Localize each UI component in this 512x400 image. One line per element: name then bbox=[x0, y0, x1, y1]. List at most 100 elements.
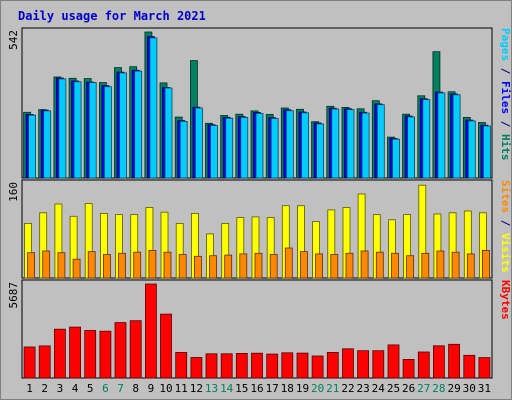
x-tick-label: 15 bbox=[235, 382, 248, 395]
bar-sites-day-2 bbox=[42, 250, 51, 279]
bar-sites-day-6 bbox=[103, 254, 111, 279]
legend-part: / bbox=[499, 61, 512, 81]
legend-part: / bbox=[499, 213, 512, 233]
bar-kbytes-day-5 bbox=[84, 330, 97, 379]
bar-sites-day-23 bbox=[360, 250, 369, 279]
chart-title: Daily usage for March 2021 bbox=[18, 9, 206, 23]
x-tick-label: 31 bbox=[478, 382, 491, 395]
bar-pages-day-9 bbox=[149, 37, 158, 179]
x-tick-label: 6 bbox=[102, 382, 109, 395]
bar-sites-day-11 bbox=[178, 254, 187, 279]
bar-sites-day-20 bbox=[315, 253, 324, 279]
bar-sites-day-18 bbox=[284, 247, 293, 279]
bar-sites-day-15 bbox=[239, 253, 248, 279]
x-tick-label: 19 bbox=[296, 382, 309, 395]
bar-pages-day-21 bbox=[331, 108, 340, 179]
bar-pages-day-29 bbox=[452, 94, 461, 179]
series-kbytes bbox=[23, 283, 491, 379]
bar-kbytes-day-17 bbox=[266, 353, 279, 379]
x-tick-label: 17 bbox=[266, 382, 279, 395]
bar-kbytes-day-25 bbox=[387, 344, 400, 379]
bar-kbytes-day-30 bbox=[463, 354, 476, 379]
bar-kbytes-day-7 bbox=[114, 322, 127, 379]
x-tick-label: 7 bbox=[117, 382, 124, 395]
bar-kbytes-day-18 bbox=[281, 352, 294, 379]
bar-sites-day-9 bbox=[148, 249, 157, 279]
bar-kbytes-day-31 bbox=[478, 357, 491, 379]
bar-sites-day-28 bbox=[436, 250, 445, 279]
bar-kbytes-day-22 bbox=[342, 348, 354, 379]
legend-part: / bbox=[499, 114, 512, 134]
bar-pages-day-23 bbox=[361, 112, 370, 179]
bar-sites-day-25 bbox=[391, 252, 399, 279]
bar-sites-day-29 bbox=[451, 251, 460, 279]
bar-kbytes-day-28 bbox=[432, 345, 445, 379]
x-tick-label: 22 bbox=[341, 382, 354, 395]
y-max-label: 542 bbox=[7, 30, 20, 50]
bar-pages-day-10 bbox=[164, 87, 173, 179]
bar-pages-day-4 bbox=[73, 81, 82, 179]
x-tick-label: 9 bbox=[148, 382, 155, 395]
bar-pages-day-24 bbox=[376, 104, 385, 179]
bar-kbytes-day-19 bbox=[296, 352, 309, 379]
bar-pages-day-1 bbox=[28, 114, 37, 179]
bar-sites-day-19 bbox=[300, 251, 308, 279]
bar-pages-day-16 bbox=[255, 113, 264, 179]
x-tick-label: 11 bbox=[175, 382, 188, 395]
bar-sites-day-26 bbox=[406, 255, 415, 279]
bar-sites-day-31 bbox=[481, 249, 490, 279]
bar-pages-day-11 bbox=[179, 121, 188, 179]
legend-part: Visits bbox=[499, 233, 512, 273]
y-max-label: 160 bbox=[7, 182, 20, 202]
x-axis-day-labels: 1 2 3 4 5 6 7 8 9 10 11 12 13 14 15 16 17 18 19 20 21 22 23 24 2… bbox=[26, 382, 491, 395]
bar-kbytes-day-9 bbox=[144, 283, 157, 379]
x-tick-label: 26 bbox=[402, 382, 415, 395]
chart-panels: 542 Pages / Files / Hits 160 Sites / Visits… bbox=[7, 27, 512, 379]
x-tick-label: 28 bbox=[432, 382, 445, 395]
panel-kbytes: 5687 KBytes bbox=[7, 279, 512, 379]
bar-pages-day-13 bbox=[210, 125, 218, 179]
x-tick-label: 18 bbox=[281, 382, 294, 395]
bar-pages-day-5 bbox=[88, 82, 97, 179]
x-tick-label: 1 bbox=[26, 382, 33, 395]
bar-pages-day-30 bbox=[467, 120, 476, 179]
bar-sites-day-24 bbox=[375, 251, 384, 279]
y-legend-label: KBytes bbox=[499, 280, 512, 320]
bar-pages-day-25 bbox=[392, 138, 400, 179]
bar-sites-day-7 bbox=[118, 252, 126, 279]
bar-kbytes-day-15 bbox=[235, 352, 248, 379]
bar-kbytes-day-23 bbox=[357, 350, 370, 379]
bar-pages-day-7 bbox=[119, 72, 127, 179]
x-tick-label: 30 bbox=[463, 382, 476, 395]
bar-kbytes-day-16 bbox=[251, 352, 263, 379]
bar-kbytes-day-2 bbox=[38, 345, 51, 379]
bar-kbytes-day-29 bbox=[448, 343, 461, 379]
panel-visits-sites: 160 Sites / Visits bbox=[7, 179, 512, 279]
series-pages bbox=[28, 37, 491, 179]
bar-sites-day-13 bbox=[209, 255, 217, 279]
bar-sites-day-4 bbox=[72, 258, 81, 279]
bar-pages-day-18 bbox=[285, 110, 294, 179]
x-tick-label: 27 bbox=[417, 382, 430, 395]
bar-kbytes-day-21 bbox=[326, 351, 339, 379]
bar-pages-day-27 bbox=[422, 99, 431, 179]
bar-pages-day-14 bbox=[225, 117, 234, 179]
y-legend-label: Sites / Visits bbox=[499, 180, 512, 273]
series-sites bbox=[27, 247, 490, 279]
bar-sites-day-14 bbox=[224, 254, 233, 279]
bar-kbytes-day-13 bbox=[205, 353, 218, 379]
bar-pages-day-26 bbox=[407, 116, 416, 179]
x-tick-label: 3 bbox=[57, 382, 64, 395]
bar-kbytes-day-3 bbox=[54, 328, 66, 379]
bar-pages-day-22 bbox=[346, 109, 355, 179]
legend-part: KBytes bbox=[499, 280, 512, 320]
bar-sites-day-5 bbox=[87, 251, 96, 279]
x-tick-label: 14 bbox=[220, 382, 234, 395]
bar-sites-day-12 bbox=[193, 255, 202, 279]
bar-pages-day-6 bbox=[104, 86, 112, 179]
bar-kbytes-day-1 bbox=[23, 346, 36, 379]
bar-kbytes-day-10 bbox=[160, 313, 172, 379]
x-tick-label: 2 bbox=[41, 382, 48, 395]
legend-part: Pages bbox=[499, 28, 512, 61]
